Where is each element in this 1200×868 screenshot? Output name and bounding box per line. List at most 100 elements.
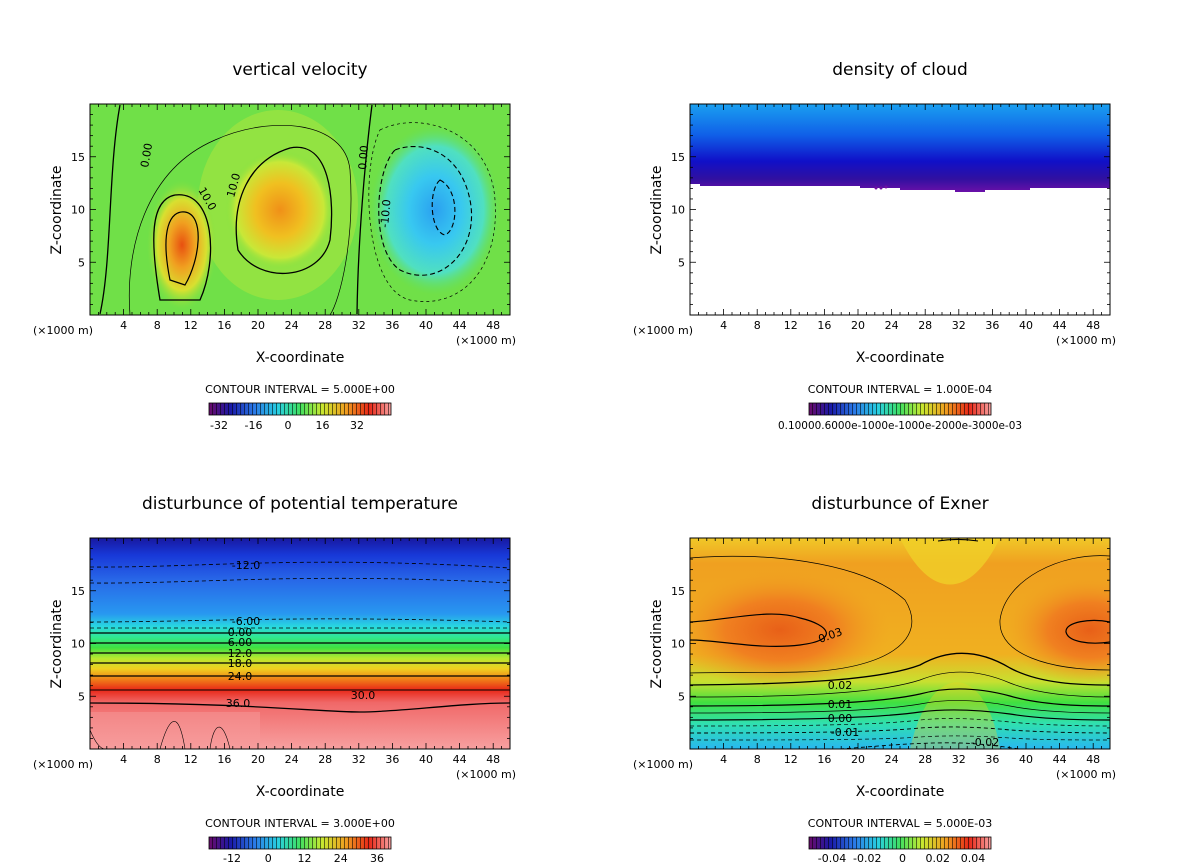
y-tick-label: 15 [671, 585, 685, 598]
x-tick-label: 16 [217, 319, 231, 332]
x-tick-label: 24 [285, 319, 299, 332]
contour-label: 24.0 [228, 670, 253, 683]
contour-label: 36.0 [226, 697, 251, 710]
heatmap-field [90, 104, 510, 315]
chart-title: disturbunce of Exner [811, 494, 988, 514]
x-tick-label: 32 [952, 319, 966, 332]
colorbar-tick-label: 24 [334, 852, 348, 865]
contour-label: 0.00 [228, 626, 253, 639]
x-tick-label: 40 [419, 753, 433, 766]
heatmap-field [690, 104, 1110, 315]
contour-label: 6.00 [228, 636, 253, 649]
y-tick-label: 10 [71, 204, 85, 217]
x-tick-label: 24 [285, 753, 299, 766]
contour-interval: CONTOUR INTERVAL = 3.000E+00 [205, 817, 395, 830]
x-tick-label: 36 [385, 319, 399, 332]
contour-label: -0.02 [971, 736, 999, 749]
contour-label: 0.00 [828, 712, 853, 725]
y-axis-label: Z-coordinate [49, 165, 65, 254]
x-tick-label: 8 [154, 753, 161, 766]
colorbar-tick-label: -0.02 [853, 852, 881, 865]
contour-label: 0.02 [828, 679, 853, 692]
colorbar-tick-label: 12 [298, 852, 312, 865]
x-unit-left: (×1000 m) [33, 324, 93, 337]
x-tick-label: 28 [918, 319, 932, 332]
x-tick-label: 12 [184, 753, 198, 766]
x-axis-label: X-coordinate [856, 350, 945, 366]
x-tick-label: 8 [754, 753, 761, 766]
x-tick-label: 48 [486, 753, 500, 766]
x-unit-left: (×1000 m) [33, 758, 93, 771]
x-tick-label: 40 [419, 319, 433, 332]
x-tick-label: 4 [120, 753, 127, 766]
contour-labels: 0.00 10.0 10.0 0.00 -10.0 [138, 142, 393, 228]
x-tick-label: 48 [486, 319, 500, 332]
x-axis-label: X-coordinate [856, 784, 945, 800]
contour-interval: CONTOUR INTERVAL = 5.000E-03 [808, 817, 992, 830]
x-tick-label: 36 [985, 319, 999, 332]
x-tick-label: 48 [1086, 319, 1100, 332]
contour-label: 30.0 [351, 689, 376, 702]
x-tick-label: 16 [817, 753, 831, 766]
x-axis-label: X-coordinate [256, 350, 345, 366]
colorbar-tick-label: -16 [245, 419, 263, 432]
y-tick-label: 5 [78, 256, 85, 269]
panel-potential-temperature: disturbunce of potential temperature -12… [33, 494, 516, 865]
contour-label: 10.0 [224, 172, 243, 199]
y-tick-label: 10 [671, 204, 685, 217]
contour-label: 0.01 [828, 698, 853, 711]
x-tick-label: 40 [1019, 319, 1033, 332]
y-tick-label: 10 [671, 638, 685, 651]
x-tick-label: 28 [318, 753, 332, 766]
contour-label: -12.0 [232, 559, 260, 572]
x-tick-label: 20 [851, 753, 865, 766]
x-tick-label: 44 [453, 319, 467, 332]
chart-title: vertical velocity [232, 60, 367, 80]
colorbar-ticks: -12 0 12 24 36 [223, 852, 384, 865]
x-tick-label: 20 [851, 319, 865, 332]
x-tick-label: 44 [453, 753, 467, 766]
colorbar-tick-label: 36 [370, 852, 384, 865]
colorbar-tick-label: 0 [899, 852, 906, 865]
x-tick-label: 44 [1053, 753, 1067, 766]
heatmap-field [90, 538, 510, 749]
contour-label: 12.0 [228, 647, 253, 660]
chart-title: density of cloud [832, 60, 968, 80]
x-tick-label: 12 [784, 753, 798, 766]
x-unit-right: (×1000 m) [456, 768, 516, 781]
x-tick-label: 8 [154, 319, 161, 332]
y-tick-label: 10 [71, 638, 85, 651]
x-tick-label: 12 [184, 319, 198, 332]
x-unit-right: (×1000 m) [1056, 768, 1116, 781]
colorbar-ticks: -32 -16 0 16 32 [210, 419, 364, 432]
panel-exner: disturbunce of Exner 0.03 0.02 0.0 [633, 494, 1116, 865]
chart-title: disturbunce of potential temperature [142, 494, 458, 514]
contour-label: -0.01 [831, 726, 859, 739]
colorbar-tick-label: -0.04 [818, 852, 846, 865]
contour-label: 0.00 [356, 145, 371, 171]
x-tick-label: 36 [985, 753, 999, 766]
x-tick-label: 4 [720, 319, 727, 332]
x-tick-label: 40 [1019, 753, 1033, 766]
colorbar-tick-label: -32 [210, 419, 228, 432]
x-tick-label: 48 [1086, 753, 1100, 766]
colorbar [208, 402, 392, 416]
x-tick-label: 28 [918, 753, 932, 766]
x-unit-left: (×1000 m) [633, 758, 693, 771]
x-unit-right: (×1000 m) [1056, 334, 1116, 347]
y-tick-label: 5 [78, 690, 85, 703]
contour-label: 18.0 [228, 657, 253, 670]
panel-vertical-velocity: vertical velocity 0.00 10.0 10.0 0.00 -1… [33, 60, 516, 432]
y-tick-label: 5 [678, 690, 685, 703]
y-axis-label: Z-coordinate [649, 165, 665, 254]
y-tick-label: 15 [71, 585, 85, 598]
x-tick-label: 4 [120, 319, 127, 332]
colorbar-tick-label: 0 [265, 852, 272, 865]
x-tick-label: 12 [784, 319, 798, 332]
y-axis-label: Z-coordinate [49, 599, 65, 688]
contour-label: -10.0 [378, 199, 393, 228]
colorbar [208, 836, 392, 850]
